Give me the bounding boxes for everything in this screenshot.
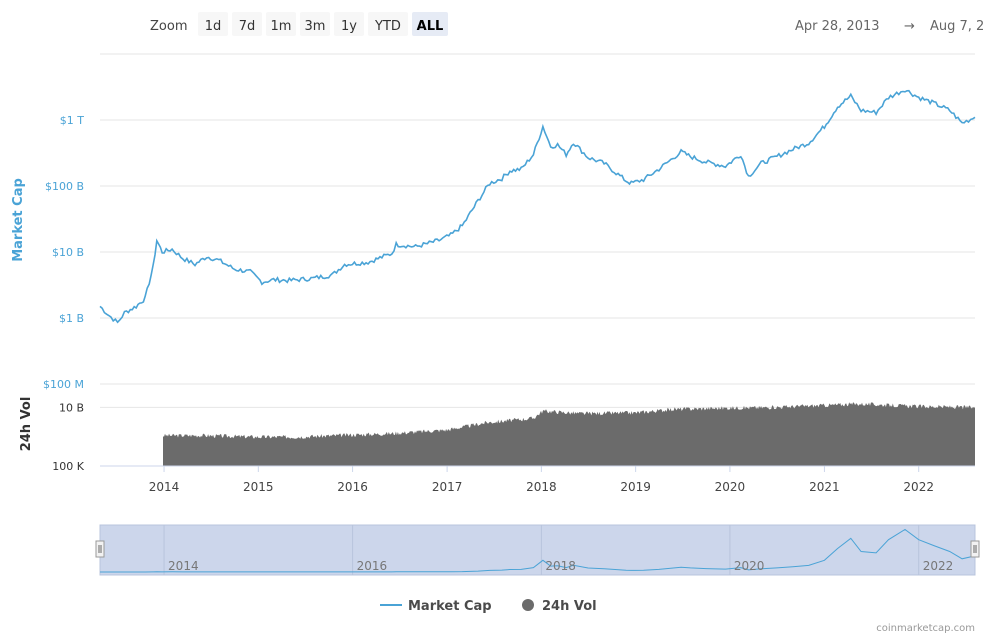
market-cap-tick-label: $10 B: [52, 246, 84, 259]
credit[interactable]: coinmarketcap.com: [876, 623, 975, 634]
market-cap-tick-label: $100 B: [45, 180, 84, 193]
legend-item-24h-vol[interactable]: 24h Vol: [522, 599, 597, 614]
market-cap-gridlines: [100, 53, 975, 319]
legend: Market Cap 24h Vol: [380, 599, 597, 614]
zoom-button-label: 7d: [239, 19, 256, 34]
x-axis-ticks: 2014 2015 2016 2017 2018 2019 2020 2021 2022: [149, 466, 934, 494]
navigator-ticks: 2014 2016 2018 2020 2022: [168, 559, 953, 573]
volume-axis-title: 24h Vol: [19, 397, 34, 452]
navigator-tick-label: 2020: [734, 559, 765, 573]
navigator-line: [100, 528, 976, 573]
navigator-tick-label: 2016: [357, 559, 388, 573]
zoom-button-label: ALL: [417, 19, 444, 34]
volume-tick-label: 100 K: [52, 460, 84, 473]
navigator[interactable]: 2014 2016 2018 2020 2022: [95, 524, 980, 576]
legend-label-market-cap: Market Cap: [408, 599, 492, 614]
zoom-button-1d[interactable]: 1d: [198, 12, 228, 36]
market-cap-line[interactable]: [99, 89, 976, 324]
range-to[interactable]: Aug 7, 2: [930, 19, 984, 34]
market-cap-axis-title: Market Cap: [11, 178, 26, 262]
zoom-button-label: YTD: [374, 19, 401, 34]
range-from[interactable]: Apr 28, 2013: [795, 19, 880, 34]
volume-area[interactable]: [163, 402, 975, 466]
legend-label-24h-vol: 24h Vol: [542, 599, 597, 614]
zoom-toolbar: Zoom 1d 7d 1m 3m 1y YTD ALL: [150, 12, 448, 36]
zoom-buttons: 1d 7d 1m 3m 1y YTD ALL: [198, 12, 448, 36]
navigator-tick-label: 2014: [168, 559, 199, 573]
navigator-handle-left[interactable]: [95, 540, 105, 558]
legend-item-market-cap[interactable]: Market Cap: [380, 599, 492, 614]
market-cap-y-axis: $1 B $10 B $100 B $1 T: [45, 114, 84, 325]
x-tick-label: 2017: [432, 480, 463, 494]
market-cap-tick-label: $1 B: [59, 312, 84, 325]
navigator-handle-right[interactable]: [970, 540, 980, 558]
zoom-button-3m[interactable]: 3m: [300, 12, 330, 36]
zoom-button-label: 1d: [205, 19, 222, 34]
zoom-button-label: 1m: [271, 19, 292, 34]
range-separator: →: [904, 19, 915, 34]
navigator-tick-label: 2022: [923, 559, 954, 573]
zoom-label: Zoom: [150, 19, 187, 34]
zoom-button-label: 3m: [305, 19, 326, 34]
x-tick-label: 2015: [243, 480, 274, 494]
navigator-tick-label: 2018: [545, 559, 576, 573]
x-tick-label: 2016: [337, 480, 368, 494]
x-tick-label: 2021: [809, 480, 840, 494]
navigator-selection[interactable]: [99, 524, 976, 576]
x-tick-label: 2020: [715, 480, 746, 494]
x-tick-label: 2018: [526, 480, 557, 494]
navigator-gridlines: [163, 525, 920, 575]
x-tick-label: 2022: [903, 480, 934, 494]
zoom-button-1m[interactable]: 1m: [266, 12, 296, 36]
x-tick-label: 2014: [149, 480, 180, 494]
zoom-button-ytd[interactable]: YTD: [368, 12, 408, 36]
zoom-button-label: 1y: [341, 19, 357, 34]
zoom-button-7d[interactable]: 7d: [232, 12, 262, 36]
zoom-button-all[interactable]: ALL: [412, 12, 448, 36]
legend-circle-marker: [522, 599, 534, 611]
volume-tick-label: $100 M: [43, 378, 84, 391]
x-tick-label: 2019: [620, 480, 651, 494]
date-range: Apr 28, 2013 → Aug 7, 2: [795, 19, 984, 34]
market-cap-tick-label: $1 T: [60, 114, 84, 127]
zoom-button-1y[interactable]: 1y: [334, 12, 364, 36]
volume-tick-label: 10 B: [59, 401, 84, 414]
volume-y-axis: 100 K 10 B $100 M: [43, 378, 85, 473]
